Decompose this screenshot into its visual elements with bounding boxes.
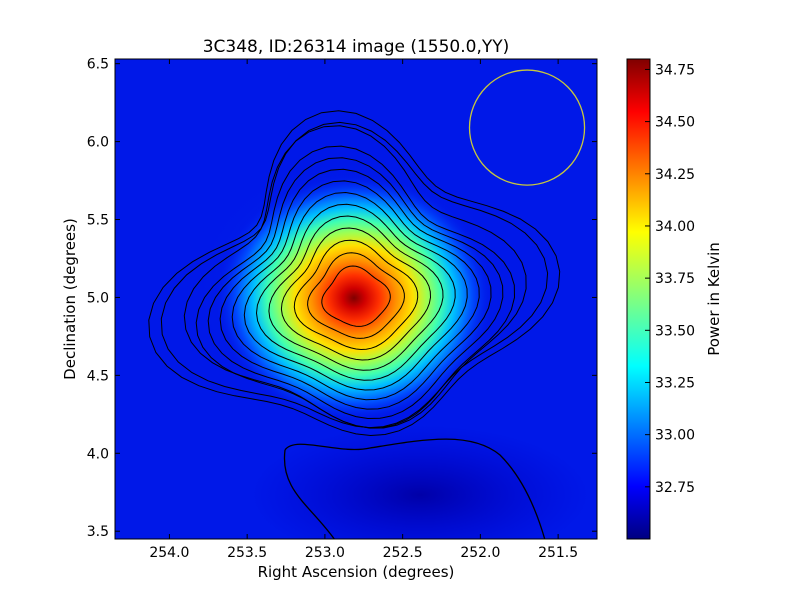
contour-line [207, 157, 504, 420]
colorbar [626, 58, 651, 540]
colorbar-label: Power in Kelvin [705, 242, 723, 356]
x-tick-label: 252.5 [383, 545, 423, 561]
chart-title: 3C348, ID:26314 image (1550.0,YY) [203, 37, 510, 57]
colorbar-tick-label: 33.00 [655, 428, 695, 444]
source-emission [214, 173, 494, 423]
y-axis: 3.5 4.0 4.5 5.0 5.5 6.0 6.5 [87, 57, 597, 540]
contour-line [219, 168, 492, 410]
y-tick-label: 6.0 [87, 135, 109, 151]
colorbar-axis: 32.75 33.00 33.25 33.50 33.75 34.00 34.25 34.50… [645, 62, 695, 496]
contour-line [268, 215, 444, 371]
x-axis-label: Right Ascension (degrees) [258, 563, 455, 581]
contour-line [293, 239, 419, 351]
colorbar-tick-label: 34.50 [655, 115, 695, 131]
contour-line [195, 145, 516, 429]
beam-circle [468, 69, 586, 186]
colorbar-tick-label: 32.75 [655, 480, 695, 496]
y-tick-label: 3.5 [87, 524, 109, 540]
y-axis-label: Declination (degrees) [61, 218, 79, 380]
contour-line [280, 227, 432, 361]
colorbar-tick-label: 33.75 [655, 271, 695, 287]
plot-frame [114, 58, 598, 540]
contour-lines [148, 110, 561, 437]
x-tick-label: 253.0 [305, 545, 345, 561]
x-tick-label: 253.5 [227, 545, 267, 561]
contour-line [148, 110, 561, 437]
contour-line [321, 265, 391, 327]
y-tick-label: 4.5 [87, 368, 109, 384]
contour-line [231, 180, 480, 401]
contour-line [160, 121, 549, 429]
y-tick-label: 5.5 [87, 213, 109, 229]
y-tick-label: 4.0 [87, 446, 109, 462]
colorbar-tick-label: 33.50 [655, 323, 695, 339]
heatmap [115, 59, 597, 539]
colorbar-tick-label: 34.00 [655, 219, 695, 235]
x-tick-label: 251.5 [538, 545, 578, 561]
contour-line [183, 125, 527, 429]
y-tick-label: 5.0 [87, 290, 109, 306]
colorbar-tick-label: 34.75 [655, 62, 695, 78]
x-tick-label: 254.0 [149, 545, 189, 561]
contour-line [243, 191, 468, 391]
low-region-contour [283, 438, 546, 539]
contour-line [255, 203, 456, 381]
x-tick-label: 252.0 [460, 545, 500, 561]
low-region [250, 425, 590, 539]
colorbar-tick-label: 34.25 [655, 167, 695, 183]
colorbar-tick-label: 33.25 [655, 375, 695, 391]
x-axis: 254.0 253.5 253.0 252.5 252.0 251.5 [149, 59, 578, 561]
contour-line [307, 252, 405, 339]
y-tick-label: 6.5 [87, 57, 109, 73]
